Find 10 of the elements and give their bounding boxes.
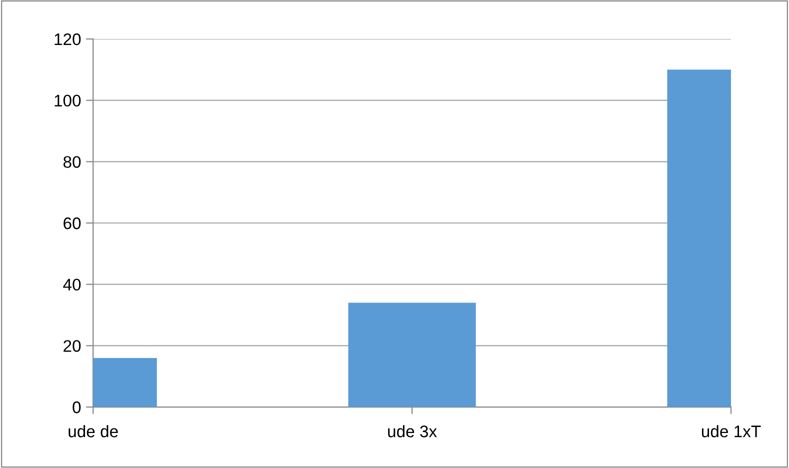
y-tick-label: 60 xyxy=(64,217,81,230)
y-tick-label: 20 xyxy=(64,340,81,352)
y-tick-label: 0 xyxy=(72,401,81,414)
y-tick-label: 120 xyxy=(54,33,81,46)
y-tick-label: 40 xyxy=(63,278,81,291)
x-tick-label: ude 1xT xyxy=(702,425,761,438)
x-tick-label: ude 3x xyxy=(388,425,437,438)
y-tick-label: 80 xyxy=(63,156,81,168)
x-tick-label: ude de xyxy=(68,425,118,438)
y-tick-label: 100 xyxy=(54,94,81,107)
